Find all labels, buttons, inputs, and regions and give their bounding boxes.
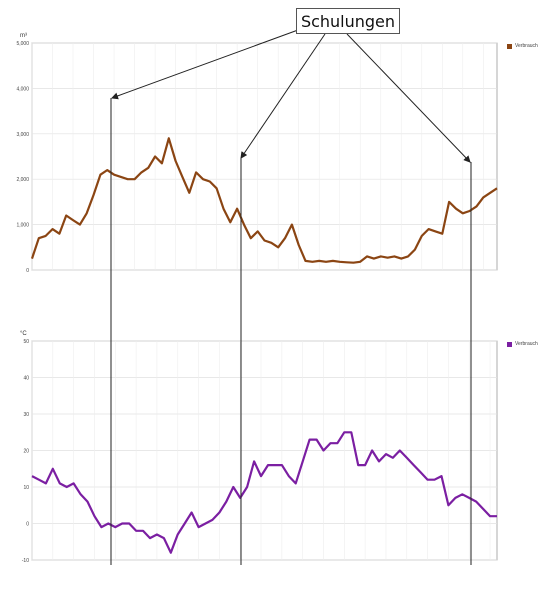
y-tick-label: 2,000	[16, 177, 29, 183]
legend-label-bottom: Verbrauch	[515, 341, 538, 347]
legend-swatch-bottom	[507, 341, 512, 347]
callout-arrow-3	[346, 33, 471, 163]
temperature-chart: -10 0 10 20 30 40 50 °C	[20, 331, 498, 564]
y-tick-label: 50	[23, 339, 29, 345]
y-tick-label: 30	[23, 412, 29, 418]
training-annotations	[110, 29, 472, 565]
y-tick-label: 20	[23, 449, 29, 455]
callout-arrow-2	[240, 33, 326, 159]
callout-arrow-1	[111, 29, 299, 100]
y-tick-label: 3,000	[16, 132, 29, 138]
y-tick-label: -10	[22, 558, 29, 564]
y-tick-label: 4,000	[16, 86, 29, 92]
legend-label-top: Verbrauch	[515, 43, 538, 49]
y-tick-label: 10	[23, 485, 29, 491]
legend-bottom: Verbrauch	[507, 341, 538, 347]
series-line	[31, 431, 497, 554]
y-tick-label: 5,000	[16, 41, 29, 47]
callout-schulungen: Schulungen	[296, 8, 400, 34]
y-tick-label: 40	[23, 376, 29, 382]
plot-frame	[31, 42, 498, 271]
legend-swatch-top	[507, 43, 512, 49]
legend-top: Verbrauch	[507, 43, 538, 49]
y-tick-label: 0	[26, 522, 29, 528]
y-tick-label: 1,000	[16, 223, 29, 229]
y-tick-label: 0	[26, 268, 29, 274]
y-axis-unit: m³	[20, 33, 27, 39]
series-line	[30, 137, 498, 264]
y-axis-unit: °C	[20, 331, 27, 337]
consumption-chart: 0 1,000 2,000 3,000 4,000 5,000 m³	[16, 33, 498, 274]
